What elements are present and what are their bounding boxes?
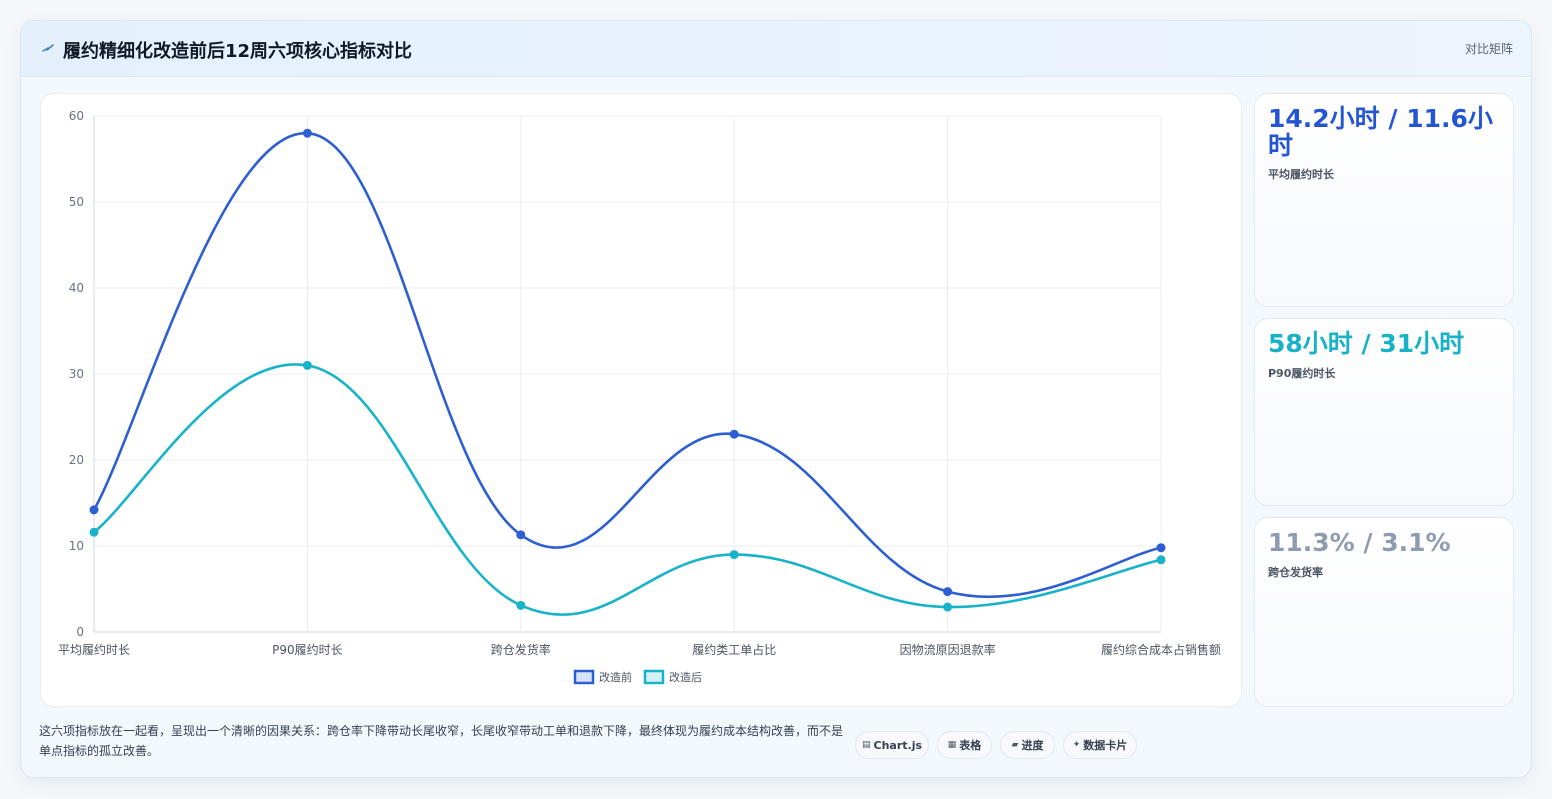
y-tick-label: 10 (69, 539, 84, 553)
chart-description: 这六项指标放在一起看，呈现出一个清晰的因果关系：跨仓率下降带动长尾收窄，长尾收窄… (39, 724, 844, 758)
data-point (89, 505, 99, 515)
kpi-label: P90履约时长 (1268, 367, 1336, 380)
kpi-label: 跨仓发货率 (1268, 566, 1323, 579)
x-tick-label: 平均履约时长 (58, 642, 130, 657)
chip-label: 进度 (1021, 739, 1044, 752)
data-point (302, 128, 312, 138)
chip-progress[interactable]: ▰ 进度 (1000, 731, 1055, 759)
data-point (516, 600, 526, 610)
data-point (516, 530, 526, 540)
chart-icon: ▤ (861, 740, 871, 750)
kpi-value: 58小时 / 31小时 (1268, 329, 1465, 358)
x-tick-label: 因物流原因退款率 (900, 642, 996, 657)
chip-table[interactable]: ▦ 表格 (937, 731, 992, 759)
x-tick-label: 跨仓发货率 (491, 642, 551, 657)
kpi-card-avg-fulfillment: 14.2小时 / 11.6小时 平均履约时长 (1254, 93, 1514, 307)
card-header: 履约精细化改造前后12周六项核心指标对比 对比矩阵 (21, 21, 1531, 77)
progress-icon: ▰ (1011, 740, 1019, 750)
series-line (93, 363, 1162, 617)
data-point (943, 602, 953, 612)
data-point (943, 587, 953, 597)
chip-chartjs[interactable]: ▤ Chart.js (855, 731, 929, 759)
kpi-value: 14.2小时 / 11.6小时 (1268, 104, 1493, 160)
data-point (89, 527, 99, 537)
chip-label: Chart.js (873, 738, 923, 752)
bolt-icon (42, 44, 54, 52)
data-point (302, 360, 312, 370)
kpi-value: 11.3% / 3.1% (1268, 528, 1451, 557)
y-tick-label: 50 (69, 195, 84, 209)
table-icon: ▦ (947, 740, 957, 750)
data-point (729, 550, 739, 560)
data-point (1156, 543, 1166, 553)
legend-swatch (643, 669, 665, 685)
legend-label: 改造后 (669, 670, 702, 684)
chart-card: 履约精细化改造前后12周六项核心指标对比 对比矩阵 0 10 20 30 40 50 60 平… (20, 20, 1532, 778)
y-tick-label: 30 (69, 367, 84, 381)
data-point (729, 429, 739, 439)
line-chart: 0 10 20 30 40 50 60 平均履约时长 P90履约时长 跨仓发货率 履约类工单占比 因物… (58, 109, 1221, 685)
x-tick-label: 履约类工单占比 (692, 642, 776, 657)
x-tick-label: 履约综合成本占销售额 (1101, 642, 1221, 657)
y-tick-label: 0 (76, 625, 84, 639)
sparkle-icon: ✦ (1072, 740, 1081, 750)
kpi-card-p90-fulfillment: 58小时 / 31小时 P90履约时长 (1254, 318, 1514, 506)
chip-data-cards[interactable]: ✦ 数据卡片 (1063, 731, 1137, 759)
page-title: 履约精细化改造前后12周六项核心指标对比 (63, 41, 413, 62)
series-line (92, 131, 1162, 599)
y-tick-label: 20 (69, 453, 84, 467)
legend-label: 改造前 (599, 670, 632, 684)
chip-label: 数据卡片 (1083, 739, 1128, 752)
kpi-label: 平均履约时长 (1268, 168, 1334, 181)
chart-panel: 0 10 20 30 40 50 60 平均履约时长 P90履约时长 跨仓发货率 履约类工单占比 因物… (40, 93, 1242, 707)
y-tick-label: 60 (69, 109, 84, 123)
legend-swatch (573, 669, 595, 685)
y-tick-label: 40 (69, 281, 84, 295)
comparison-matrix-tag[interactable]: 对比矩阵 (1464, 42, 1513, 56)
data-point (1156, 555, 1166, 565)
chip-label: 表格 (959, 739, 982, 752)
x-tick-label: P90履约时长 (272, 642, 343, 657)
kpi-card-cross-warehouse: 11.3% / 3.1% 跨仓发货率 (1254, 517, 1514, 707)
